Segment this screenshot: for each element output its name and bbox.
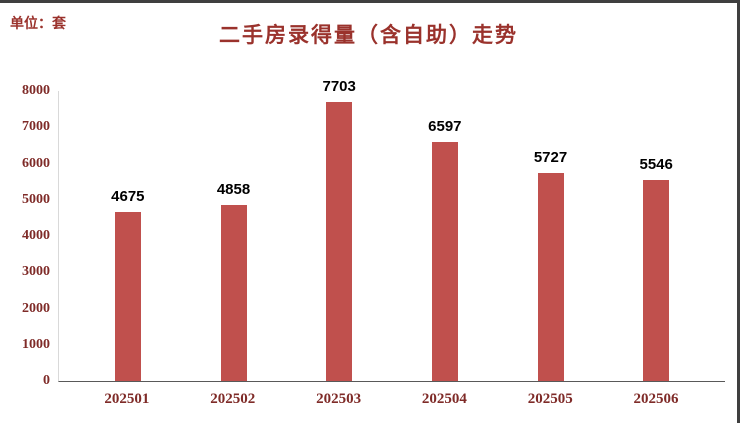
- bar-value-label: 7703: [322, 77, 356, 95]
- bar-value-label: 5546: [639, 155, 673, 173]
- x-category-label: 202506: [633, 391, 679, 407]
- y-axis: 0 1000 2000 3000 4000 5000 6000 7000 8000: [4, 83, 58, 388]
- bar-value-label: 4858: [216, 180, 251, 198]
- bar-slot: 7703: [286, 78, 392, 381]
- y-tick-label: 1000: [22, 336, 50, 352]
- chart-body: 0 1000 2000 3000 4000 5000 6000 7000 8000 4675 48…: [0, 78, 737, 408]
- y-tick-label: 5000: [22, 191, 50, 207]
- bar: [643, 179, 670, 381]
- x-category-label: 202503: [316, 391, 362, 407]
- y-tick-label: 2000: [22, 300, 50, 316]
- x-category-label: 202502: [210, 391, 256, 407]
- plot-area: 4675 4858 7703 6597 5727 5546: [58, 78, 725, 382]
- plot-column: 4675 4858 7703 6597 5727 5546 202501 202502 202…: [58, 78, 725, 408]
- unit-label: 单位：套: [10, 17, 66, 32]
- y-tick-label: 6000: [22, 155, 50, 171]
- bar: [537, 173, 564, 381]
- bar-slot: 4675: [75, 188, 181, 381]
- bar-value-label: 6597: [428, 117, 462, 135]
- y-tick-label: 4000: [22, 228, 50, 243]
- bar-slot: 4858: [181, 181, 287, 381]
- bar-slot: 5546: [603, 156, 709, 381]
- x-category-label: 202505: [527, 391, 573, 407]
- bar: [220, 204, 247, 381]
- bar: [431, 141, 458, 381]
- bar: [326, 101, 353, 381]
- y-tick-label: 0: [43, 373, 50, 388]
- bar-slot: 5727: [498, 149, 604, 381]
- chart-title: 二手房录得量（含自助）走势: [219, 23, 518, 47]
- y-tick-label: 3000: [22, 264, 50, 280]
- bar-value-label: 4675: [111, 187, 145, 205]
- x-category-label: 202504: [421, 391, 467, 407]
- bar-value-label: 5727: [533, 149, 568, 167]
- x-axis: 202501 202502 202503 202504 202505 202506: [58, 391, 725, 408]
- bar: [114, 211, 141, 381]
- bar-slot: 6597: [392, 118, 498, 381]
- y-tick-label: 8000: [22, 83, 50, 98]
- x-category-label: 202501: [104, 391, 150, 407]
- y-tick-label: 7000: [22, 119, 50, 135]
